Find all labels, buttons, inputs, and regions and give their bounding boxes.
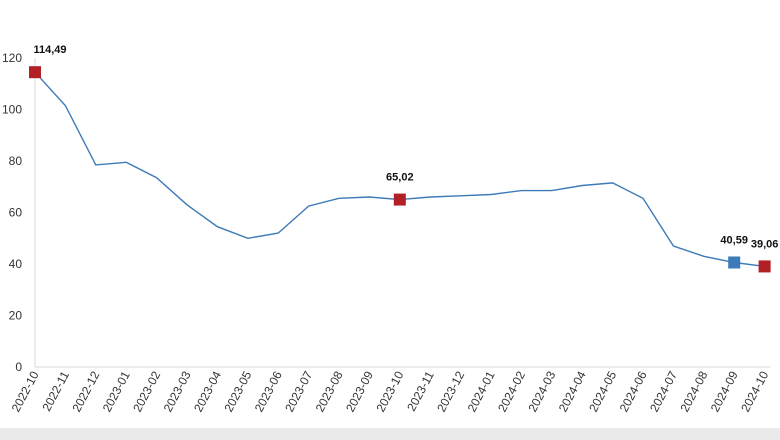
y-tick-label: 120 (2, 51, 22, 65)
y-tick-label: 0 (15, 360, 22, 374)
x-tick-label: 2023-07 (282, 369, 315, 415)
highlight-markers: 114,49 65,02 40,59 39,06 (29, 44, 779, 273)
x-tick-label: 2024-05 (586, 369, 619, 415)
y-tick-label: 40 (9, 257, 23, 271)
x-tick-label: 2023-05 (221, 369, 254, 415)
x-tick-label: 2023-04 (191, 369, 224, 415)
y-tick-labels: 0 20 40 60 80 100 120 (2, 51, 22, 374)
y-tick-label: 60 (9, 206, 23, 220)
x-tick-label: 2023-02 (130, 369, 163, 415)
data-label: 39,06 (751, 238, 779, 250)
data-label: 65,02 (386, 172, 414, 184)
x-tick-label: 2024-02 (495, 369, 528, 415)
x-tick-label: 2024-08 (677, 369, 710, 415)
y-tick-label: 80 (9, 154, 23, 168)
data-label: 40,59 (720, 234, 748, 246)
y-tick-label: 100 (2, 103, 22, 117)
x-tick-label: 2022-10 (9, 369, 42, 415)
y-tick-label: 20 (9, 309, 23, 323)
x-tick-labels: 2022-102022-112022-122023-012023-022023-… (9, 369, 772, 415)
x-tick-label: 2022-11 (39, 369, 72, 414)
data-point-marker (29, 66, 41, 79)
x-tick-label: 2023-08 (313, 369, 346, 415)
x-tick-label: 2024-01 (465, 369, 498, 415)
data-point-marker (393, 193, 406, 206)
x-tick-label: 2024-09 (708, 369, 741, 415)
data-label: 114,49 (33, 44, 66, 56)
data-point-marker (758, 260, 771, 273)
data-point-marker (728, 256, 741, 269)
x-tick-label: 2023-10 (373, 369, 406, 415)
x-tick-label: 2023-09 (343, 369, 376, 415)
x-tick-label: 2023-11 (404, 369, 437, 414)
x-tick-label: 2024-07 (647, 369, 680, 415)
x-tick-label: 2024-10 (738, 369, 771, 415)
x-tick-label: 2023-12 (434, 369, 467, 415)
x-tick-label: 2022-12 (69, 369, 102, 415)
x-tick-label: 2023-01 (100, 369, 133, 415)
x-tick-label: 2024-04 (556, 369, 589, 415)
x-tick-label: 2024-06 (617, 369, 650, 415)
x-tick-label: 2023-03 (161, 369, 194, 415)
x-tick-label: 2024-03 (525, 369, 558, 415)
series-line (34, 71, 765, 268)
footer-band (0, 428, 780, 440)
x-tick-label: 2023-06 (252, 369, 285, 415)
series-layer (34, 71, 765, 268)
